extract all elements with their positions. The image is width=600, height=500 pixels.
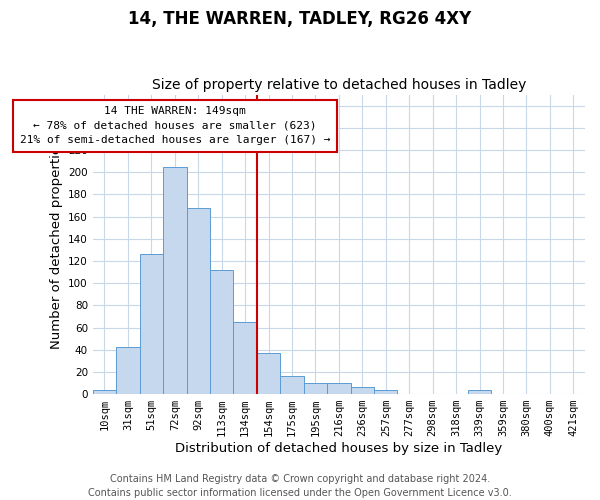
Bar [116, 348, 140, 394]
Bar [280, 376, 304, 394]
Bar [163, 166, 187, 394]
Bar [257, 353, 280, 394]
Bar [93, 390, 116, 394]
Bar [374, 390, 397, 394]
Y-axis label: Number of detached properties: Number of detached properties [50, 140, 62, 350]
X-axis label: Distribution of detached houses by size in Tadley: Distribution of detached houses by size … [175, 442, 503, 455]
Text: 14 THE WARREN: 149sqm
← 78% of detached houses are smaller (623)
21% of semi-det: 14 THE WARREN: 149sqm ← 78% of detached … [20, 106, 330, 145]
Bar [140, 254, 163, 394]
Bar [327, 383, 350, 394]
Title: Size of property relative to detached houses in Tadley: Size of property relative to detached ho… [152, 78, 526, 92]
Bar [233, 322, 257, 394]
Text: Contains HM Land Registry data © Crown copyright and database right 2024.
Contai: Contains HM Land Registry data © Crown c… [88, 474, 512, 498]
Bar [468, 390, 491, 394]
Bar [350, 388, 374, 394]
Bar [187, 208, 210, 394]
Bar [210, 270, 233, 394]
Bar [304, 383, 327, 394]
Text: 14, THE WARREN, TADLEY, RG26 4XY: 14, THE WARREN, TADLEY, RG26 4XY [128, 10, 472, 28]
